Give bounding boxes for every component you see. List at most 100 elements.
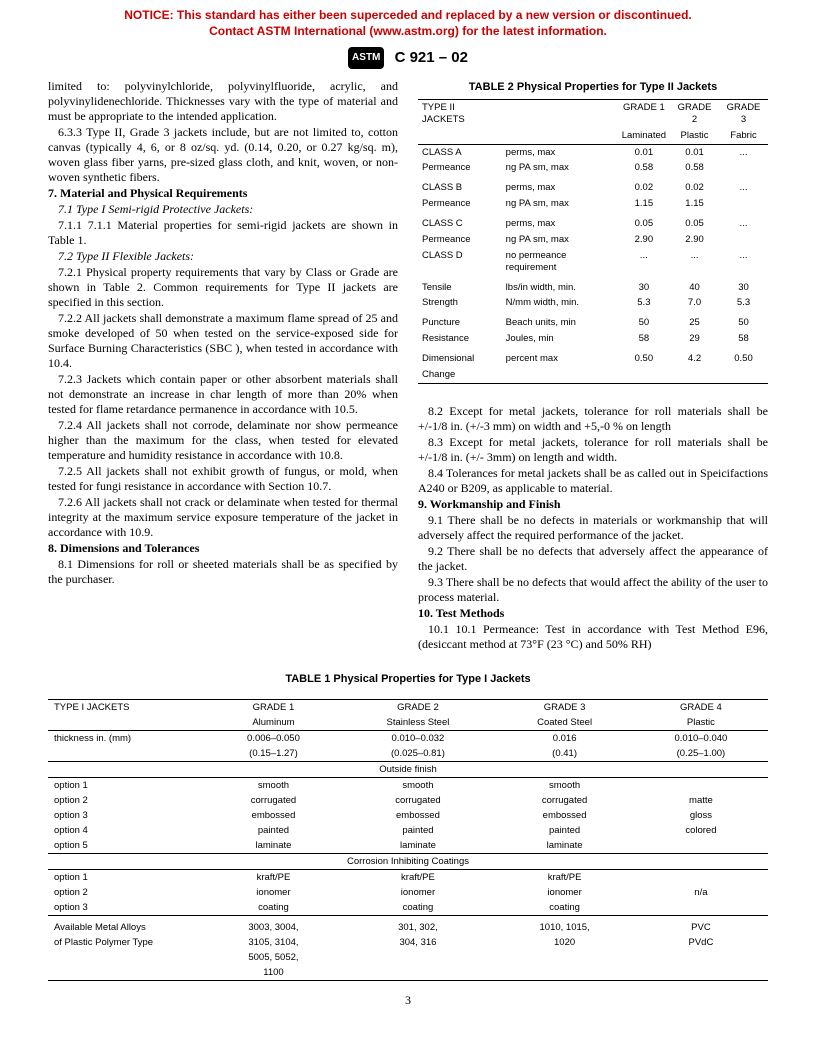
t1-outside-row: option 1smoothsmoothsmooth — [48, 777, 768, 793]
t2-unit: no permeance requirement — [502, 248, 618, 276]
t2-head-g2a: GRADE 2 — [670, 99, 719, 127]
t1-coatings-row: option 1kraft/PEkraft/PEkraft/PE — [48, 869, 768, 885]
t2-g2: 7.0 — [670, 295, 719, 311]
t2-unit: Joules, min — [502, 331, 618, 347]
t1-head-g1b: Aluminum — [206, 715, 340, 731]
t2-head-g1b: Laminated — [618, 128, 670, 144]
t2-label: Tensile — [418, 276, 502, 296]
t1-g4 — [634, 900, 768, 916]
para-9-3: 9.3 There shall be no defects that would… — [418, 575, 768, 605]
document-header: ASTM C 921 – 02 — [0, 47, 816, 69]
t1-g3: kraft/PE — [495, 869, 633, 885]
t1-head-g2b: Stainless Steel — [341, 715, 496, 731]
t1-g1: painted — [206, 823, 340, 838]
t2-g3 — [719, 232, 768, 248]
t1-thick-g4: 0.010–0.040 — [634, 730, 768, 746]
t2-g3: 58 — [719, 331, 768, 347]
t2-row: Tensilelbs/in width, min.304030 — [418, 276, 768, 296]
t2-row: StrengthN/mm width, min.5.37.05.3 — [418, 295, 768, 311]
t1-thick-label: thickness in. (mm) — [48, 730, 206, 746]
t1-g1: embossed — [206, 808, 340, 823]
t1-g2: smooth — [341, 777, 496, 793]
t1-alloys-g1-2: 5005, 5052, — [206, 950, 340, 965]
t2-g3: ... — [719, 212, 768, 232]
t1-opt: option 3 — [48, 808, 206, 823]
t1-g2: laminate — [341, 838, 496, 854]
t2-unit: ng PA sm, max — [502, 160, 618, 176]
t2-row: Permeanceng PA sm, max1.151.15 — [418, 196, 768, 212]
t2-unit: ng PA sm, max — [502, 232, 618, 248]
t2-g1: 0.02 — [618, 176, 670, 196]
t1-g3: coating — [495, 900, 633, 916]
t1-alloys-l2: of Plastic Polymer Type — [48, 935, 206, 950]
right-column: TABLE 2 Physical Properties for Type II … — [418, 79, 768, 653]
astm-logo: ASTM — [348, 47, 384, 69]
t2-row: CLASS Aperms, max0.010.01... — [418, 144, 768, 160]
t1-alloys-g3-1: 1020 — [495, 935, 633, 950]
para-7-2-5: 7.2.5 All jackets shall not exhibit grow… — [48, 464, 398, 494]
t1-opt: option 1 — [48, 777, 206, 793]
t1-head-g1a: GRADE 1 — [206, 699, 340, 715]
t1-g4: gloss — [634, 808, 768, 823]
para-8-1: 8.1 Dimensions for roll or sheeted mater… — [48, 557, 398, 587]
t1-g3: smooth — [495, 777, 633, 793]
t2-g3: ... — [719, 144, 768, 160]
heading-10: 10. Test Methods — [418, 606, 768, 621]
t1-opt: option 2 — [48, 885, 206, 900]
t2-g2 — [670, 367, 719, 383]
t2-g1: 5.3 — [618, 295, 670, 311]
t2-label: CLASS B — [418, 176, 502, 196]
para-6-3-3: 6.3.3 Type II, Grade 3 jackets include, … — [48, 125, 398, 185]
t2-g2: 40 — [670, 276, 719, 296]
t2-unit: percent max — [502, 347, 618, 367]
t2-row: Dimensionalpercent max0.504.20.50 — [418, 347, 768, 367]
t2-head-g3a: GRADE 3 — [719, 99, 768, 127]
heading-8: 8. Dimensions and Tolerances — [48, 541, 398, 556]
t2-label: Strength — [418, 295, 502, 311]
t2-g2: 2.90 — [670, 232, 719, 248]
t1-alloys-g4-1: PVdC — [634, 935, 768, 950]
t2-g1: 0.50 — [618, 347, 670, 367]
table-1-title: TABLE 1 Physical Properties for Type I J… — [48, 673, 768, 685]
t2-g3: ... — [719, 176, 768, 196]
t1-head-g4a: GRADE 4 — [634, 699, 768, 715]
designation: C 921 – 02 — [395, 49, 468, 66]
t1-thick-g2m: (0.025–0.81) — [341, 746, 496, 762]
t1-g2: ionomer — [341, 885, 496, 900]
para-7-1: 7.1 Type I Semi-rigid Protective Jackets… — [48, 202, 398, 217]
t2-unit: N/mm width, min. — [502, 295, 618, 311]
t1-thick-g1m: (0.15–1.27) — [206, 746, 340, 762]
t2-unit: perms, max — [502, 212, 618, 232]
t1-g4: n/a — [634, 885, 768, 900]
t1-g2: kraft/PE — [341, 869, 496, 885]
t1-g3: corrugated — [495, 793, 633, 808]
t1-opt: option 3 — [48, 900, 206, 916]
t1-g1: laminate — [206, 838, 340, 854]
t1-opt: option 2 — [48, 793, 206, 808]
t1-opt: option 5 — [48, 838, 206, 854]
t2-unit — [502, 367, 618, 383]
t2-label: CLASS C — [418, 212, 502, 232]
t1-alloys-g1-0: 3003, 3004, — [206, 915, 340, 935]
t2-unit: perms, max — [502, 144, 618, 160]
t2-head-g2b: Plastic — [670, 128, 719, 144]
t2-label: Permeance — [418, 160, 502, 176]
notice-banner: NOTICE: This standard has either been su… — [0, 0, 816, 41]
t1-head-g3b: Coated Steel — [495, 715, 633, 731]
para-9-2: 9.2 There shall be no defects that adver… — [418, 544, 768, 574]
table-1: TYPE I JACKETS GRADE 1 GRADE 2 GRADE 3 G… — [48, 699, 768, 981]
t2-label: Resistance — [418, 331, 502, 347]
t1-outside-row: option 3embossedembossedembossedgloss — [48, 808, 768, 823]
t2-g2: 0.58 — [670, 160, 719, 176]
t2-row: Change — [418, 367, 768, 383]
t2-label: Change — [418, 367, 502, 383]
t1-g4 — [634, 869, 768, 885]
t2-row: CLASS Dno permeance requirement......... — [418, 248, 768, 276]
t1-head-c1: TYPE I JACKETS — [48, 699, 206, 715]
t2-label: Puncture — [418, 311, 502, 331]
notice-line-2: Contact ASTM International (www.astm.org… — [40, 24, 776, 40]
t2-g3 — [719, 367, 768, 383]
t1-g2: corrugated — [341, 793, 496, 808]
t2-head-g3b: Fabric — [719, 128, 768, 144]
t1-g4: matte — [634, 793, 768, 808]
